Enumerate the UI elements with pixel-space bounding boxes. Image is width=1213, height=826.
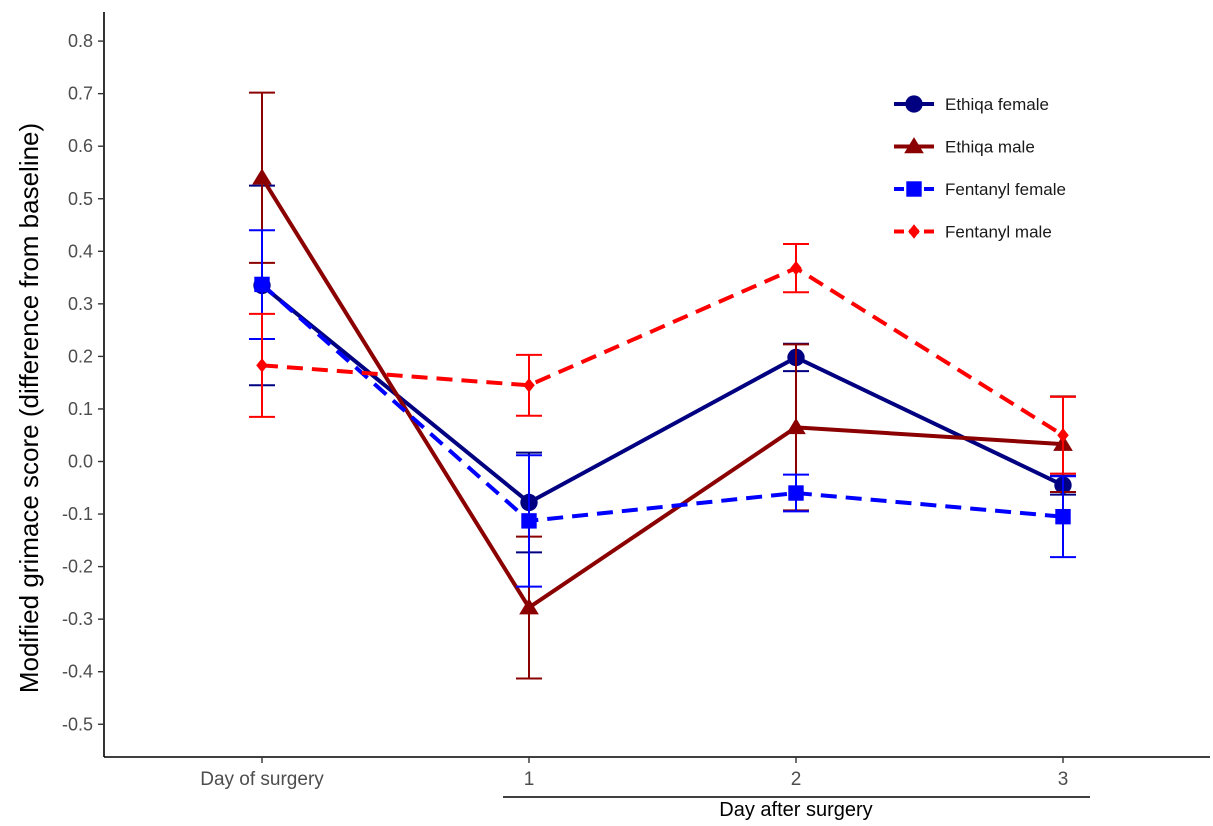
y-tick-label: 0.1	[68, 399, 93, 419]
data-point	[254, 276, 270, 293]
y-axis-title: Modified grimace score (difference from …	[14, 123, 44, 693]
data-point	[1057, 428, 1069, 443]
series-line	[261, 266, 1065, 437]
series-line	[260, 176, 1064, 610]
y-tick-label: 0.6	[68, 136, 93, 156]
legend-item: Ethiqa male	[894, 137, 1035, 157]
series-line	[260, 282, 1064, 523]
data-point	[519, 598, 539, 615]
axes: -0.5 -0.4 -0.3 -0.2 -0.1 0.0 0.1 0.2 0.3 0.4 0.5 0.…	[62, 12, 1210, 798]
legend-item: Fentanyl female	[894, 180, 1066, 199]
x-tick-label: 3	[1058, 769, 1069, 790]
y-tick-label: -0.2	[62, 557, 93, 577]
x-tick-label: 2	[791, 769, 802, 790]
y-tick-label: 0.3	[68, 294, 93, 314]
x-tick-label: Day of surgery	[200, 769, 324, 790]
legend-swatch-marker	[905, 95, 923, 113]
data-point	[786, 417, 806, 435]
y-tick-label: -0.5	[62, 714, 93, 734]
legend-label: Fentanyl male	[945, 223, 1052, 242]
y-tick-label: -0.1	[62, 504, 93, 524]
data-point	[790, 260, 802, 276]
y-tick-label: 0.8	[68, 31, 93, 51]
legend-swatch-marker	[904, 137, 924, 154]
legend-item: Fentanyl male	[894, 223, 1052, 242]
legend: Ethiqa female Ethiqa male Fentanyl female F…	[894, 95, 1066, 242]
y-tick-label: 0.0	[68, 452, 93, 472]
data-point	[1055, 508, 1071, 525]
data-point	[521, 513, 537, 529]
series-line	[260, 283, 1064, 505]
legend-swatch-marker	[906, 181, 922, 197]
legend-label: Ethiqa female	[945, 95, 1049, 114]
legend-label: Ethiqa male	[945, 138, 1035, 157]
legend-label: Fentanyl female	[945, 180, 1066, 199]
series-fentanyl-female	[249, 229, 1076, 588]
y-tick-label: 0.4	[68, 241, 93, 261]
x-tick-label: 1	[524, 769, 535, 790]
data-point	[256, 358, 268, 373]
x-axis-title: Day after surgery	[719, 799, 872, 821]
plot-area	[249, 91, 1076, 680]
data-point	[788, 485, 804, 501]
legend-swatch-marker	[908, 224, 920, 239]
y-tick-label: -0.4	[62, 662, 93, 682]
series-fentanyl-male	[249, 242, 1076, 475]
legend-item: Ethiqa female	[894, 95, 1049, 114]
y-tick-label: 0.7	[68, 84, 93, 104]
y-tick-label: -0.3	[62, 609, 93, 629]
y-tick-label: 0.5	[68, 189, 93, 209]
data-point	[252, 168, 272, 185]
data-point	[523, 378, 535, 393]
y-tick-label: 0.2	[68, 346, 93, 366]
